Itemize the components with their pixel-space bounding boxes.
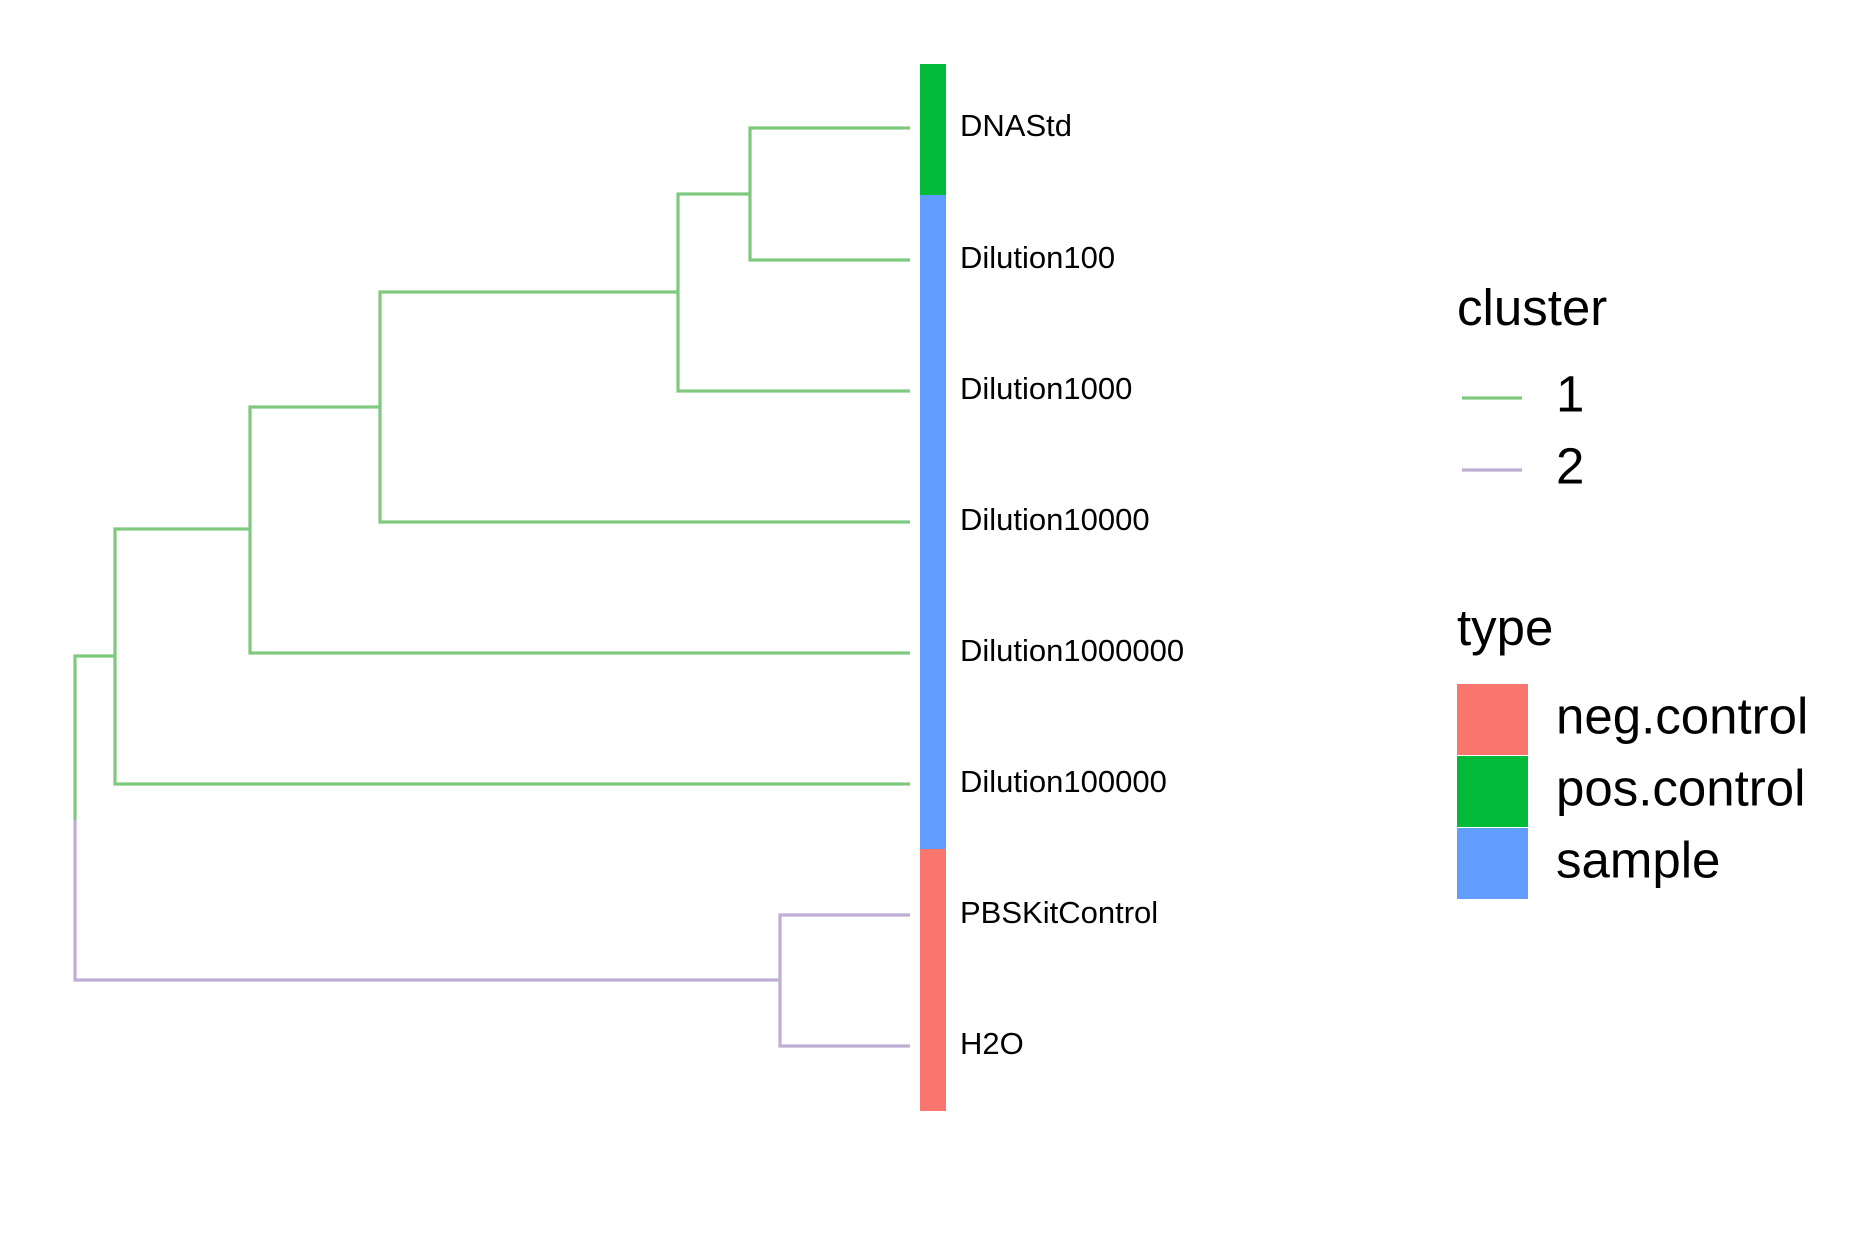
type-strip-pos-control [920, 64, 946, 195]
branch-root-cluster1 [73, 654, 115, 820]
branch-merge-dilution10000 [378, 290, 910, 524]
tip-label-dnastd: DNAStd [960, 108, 1072, 143]
legend-cluster-label-2: 2 [1556, 437, 1584, 494]
type-color-strip [920, 64, 946, 1111]
branch-merge-dilution1000 [676, 192, 910, 393]
tip-labels: DNAStd Dilution100 Dilution1000 Dilution… [960, 108, 1184, 1061]
legend-type-label-neg-control: neg.control [1556, 687, 1808, 744]
tip-label-dilution1000000: Dilution1000000 [960, 633, 1184, 668]
tip-label-h2o: H2O [960, 1026, 1024, 1061]
type-strip-sample [920, 195, 946, 849]
legend-type-label-sample: sample [1556, 831, 1720, 888]
legend-type-key-sample [1457, 828, 1528, 899]
legend-type-title: type [1457, 599, 1553, 656]
branch-pbskitcontrol-h2o [778, 913, 910, 1048]
branch-merge-dilution1000000 [248, 405, 910, 655]
legend-type-key-neg-control [1457, 684, 1528, 755]
branch-merge-dilution100000 [113, 527, 910, 786]
tip-label-dilution100: Dilution100 [960, 240, 1115, 275]
type-strip-neg-control [920, 849, 946, 1111]
branch-dnastd-dilution100 [748, 126, 910, 262]
dendrogram-branches [73, 126, 910, 1048]
tip-label-dilution10000: Dilution10000 [960, 502, 1150, 537]
branch-root-cluster2 [73, 820, 780, 982]
legend-type: type neg.control pos.control sample [1457, 599, 1808, 899]
legend-cluster: cluster 1 2 [1457, 279, 1607, 494]
tip-label-dilution100000: Dilution100000 [960, 764, 1167, 799]
legend-type-label-pos-control: pos.control [1556, 759, 1805, 816]
legend-cluster-title: cluster [1457, 279, 1607, 336]
legend-type-key-pos-control [1457, 756, 1528, 827]
tip-label-pbskitcontrol: PBSKitControl [960, 895, 1158, 930]
legend-cluster-label-1: 1 [1556, 365, 1584, 422]
tip-label-dilution1000: Dilution1000 [960, 371, 1132, 406]
